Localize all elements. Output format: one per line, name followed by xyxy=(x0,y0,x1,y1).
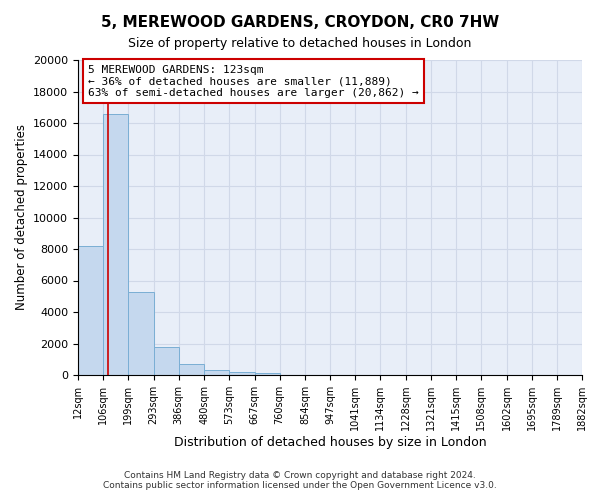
Bar xyxy=(254,372,280,375)
Bar xyxy=(229,372,254,375)
Bar xyxy=(204,370,229,375)
Y-axis label: Number of detached properties: Number of detached properties xyxy=(14,124,28,310)
Bar xyxy=(179,364,204,375)
Bar xyxy=(128,292,154,375)
Bar xyxy=(78,246,103,375)
Bar xyxy=(154,346,179,375)
Text: 5 MEREWOOD GARDENS: 123sqm
← 36% of detached houses are smaller (11,889)
63% of : 5 MEREWOOD GARDENS: 123sqm ← 36% of deta… xyxy=(88,64,419,98)
X-axis label: Distribution of detached houses by size in London: Distribution of detached houses by size … xyxy=(173,436,487,449)
Text: 5, MEREWOOD GARDENS, CROYDON, CR0 7HW: 5, MEREWOOD GARDENS, CROYDON, CR0 7HW xyxy=(101,15,499,30)
Text: Contains HM Land Registry data © Crown copyright and database right 2024.
Contai: Contains HM Land Registry data © Crown c… xyxy=(103,470,497,490)
Bar xyxy=(103,114,128,375)
Text: Size of property relative to detached houses in London: Size of property relative to detached ho… xyxy=(128,38,472,51)
